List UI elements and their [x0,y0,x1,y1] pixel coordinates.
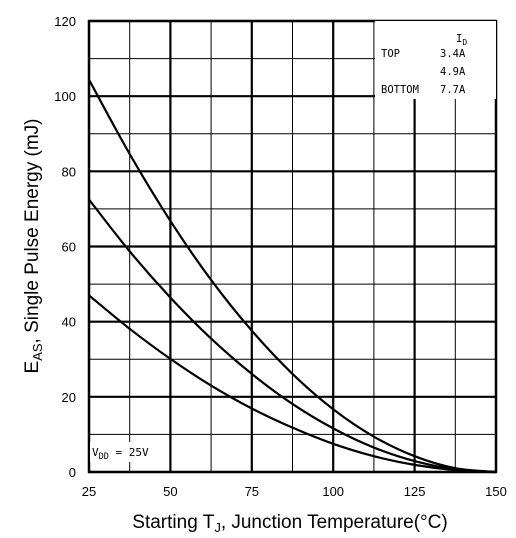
plot-border [87,19,498,474]
y-axis-title: EAS, Single Pulse Energy (mJ) [22,119,45,374]
y-tick-label: 40 [62,315,76,330]
x-tick-label: 150 [485,484,507,499]
annotation-text: VDD = 25V [92,446,149,462]
series-line-1 [88,198,497,474]
legend-row-label-0: TOP [381,48,400,60]
x-tick-label: 25 [82,484,96,499]
plot-frame [87,19,498,474]
tick-labels: 25 50 75 100 125 150 0 20 40 60 80 100 120 [54,14,507,499]
x-tick-label: 75 [245,484,259,499]
x-tick-label: 100 [322,484,344,499]
legend-header: ID [456,33,467,47]
x-axis-title: Starting TJ, Junction Temperature(°C) [132,512,447,535]
y-tick-label: 0 [69,465,76,480]
y-tick-label: 100 [54,89,76,104]
y-tick-label: 120 [54,14,76,29]
legend-row-label-2: BOTTOM [381,84,419,96]
legend: ID TOP 3.4A 4.9A BOTTOM 7.7A [375,21,496,99]
y-tick-label: 20 [62,390,76,405]
annotation-vdd: VDD = 25V [90,442,166,462]
series-line-2 [88,294,497,474]
x-tick-label: 50 [163,484,177,499]
legend-row-value-2: 7.7A [440,84,466,96]
y-tick-label: 60 [62,240,76,255]
legend-background [375,21,496,99]
annotation-background [90,442,166,462]
legend-row-value-0: 3.4A [440,48,466,60]
x-tick-label: 125 [404,484,426,499]
y-tick-label: 80 [62,164,76,179]
legend-row-value-1: 4.9A [440,66,466,78]
series-layer [88,79,497,474]
series-line-0 [88,79,497,474]
